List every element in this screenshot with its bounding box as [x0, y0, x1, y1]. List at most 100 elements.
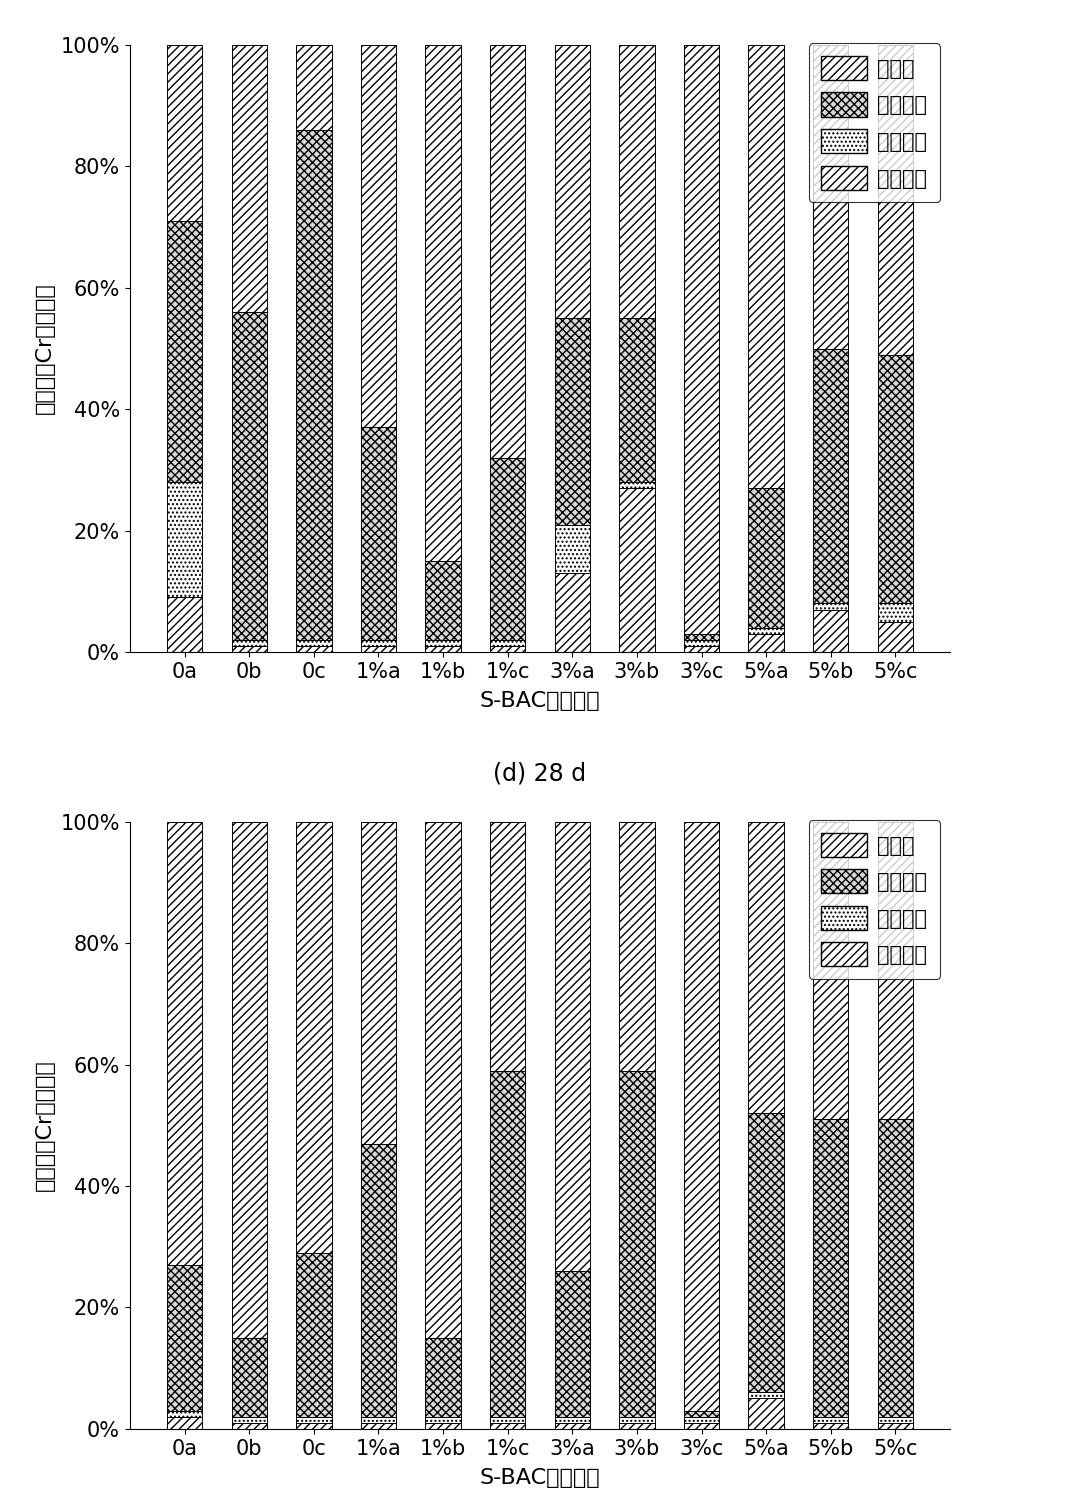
X-axis label: S-BAC添加比例: S-BAC添加比例: [480, 1468, 600, 1487]
Bar: [619, 1417, 654, 1423]
Bar: [619, 1071, 654, 1417]
Bar: [167, 821, 202, 1265]
Bar: [167, 1265, 202, 1411]
Bar: [361, 645, 396, 653]
Bar: [878, 355, 913, 603]
Bar: [426, 45, 461, 561]
Bar: [361, 45, 396, 427]
Bar: [684, 645, 719, 653]
Bar: [490, 1071, 526, 1417]
Bar: [296, 129, 332, 639]
Bar: [619, 319, 654, 483]
Y-axis label: 不同形态Cr所占比例: 不同形态Cr所占比例: [35, 1059, 55, 1191]
Bar: [748, 633, 784, 653]
Bar: [490, 821, 526, 1071]
Bar: [684, 1423, 719, 1429]
Bar: [167, 1411, 202, 1417]
Bar: [231, 1423, 267, 1429]
Bar: [748, 489, 784, 627]
Bar: [426, 1423, 461, 1429]
Bar: [878, 1417, 913, 1423]
Bar: [426, 1337, 461, 1417]
Bar: [361, 821, 396, 1143]
Bar: [813, 349, 849, 603]
Bar: [684, 45, 719, 633]
Bar: [361, 1417, 396, 1423]
Bar: [490, 45, 526, 457]
Bar: [426, 639, 461, 645]
Bar: [361, 1423, 396, 1429]
Bar: [554, 45, 590, 319]
Bar: [490, 1417, 526, 1423]
Bar: [878, 45, 913, 355]
Bar: [619, 483, 654, 489]
Bar: [490, 457, 526, 639]
Bar: [231, 639, 267, 645]
Bar: [684, 1411, 719, 1417]
Bar: [361, 427, 396, 639]
Bar: [490, 645, 526, 653]
Y-axis label: 不同形态Cr所占比例: 不同形态Cr所占比例: [35, 283, 55, 415]
Bar: [554, 319, 590, 525]
Bar: [167, 483, 202, 597]
Bar: [684, 821, 719, 1411]
Bar: [426, 561, 461, 639]
Bar: [813, 45, 849, 349]
X-axis label: S-BAC添加比例: S-BAC添加比例: [480, 690, 600, 711]
Bar: [748, 1113, 784, 1393]
Bar: [167, 221, 202, 483]
Bar: [167, 45, 202, 221]
Bar: [490, 639, 526, 645]
Bar: [361, 639, 396, 645]
Bar: [296, 639, 332, 645]
Bar: [296, 1423, 332, 1429]
Legend: 残渣态, 可氧化态, 可还原态, 酸提取态: 残渣态, 可氧化态, 可还原态, 酸提取态: [809, 820, 940, 979]
Bar: [167, 1417, 202, 1429]
Bar: [813, 1417, 849, 1423]
Bar: [878, 603, 913, 621]
Bar: [619, 821, 654, 1071]
Bar: [554, 525, 590, 573]
Bar: [748, 45, 784, 489]
Bar: [619, 489, 654, 653]
Bar: [554, 573, 590, 653]
Bar: [813, 1119, 849, 1417]
Bar: [878, 1423, 913, 1429]
Bar: [231, 645, 267, 653]
Bar: [878, 821, 913, 1119]
Bar: [684, 633, 719, 639]
Bar: [813, 1423, 849, 1429]
Bar: [231, 45, 267, 313]
Bar: [554, 1423, 590, 1429]
Bar: [813, 609, 849, 653]
Bar: [748, 627, 784, 633]
Bar: [878, 1119, 913, 1417]
Bar: [554, 1271, 590, 1417]
Bar: [490, 1423, 526, 1429]
Legend: 残渣态, 可氧化态, 可还原态, 酸提取态: 残渣态, 可氧化态, 可还原态, 酸提取态: [809, 44, 940, 202]
Bar: [426, 645, 461, 653]
Bar: [878, 621, 913, 653]
Bar: [231, 1337, 267, 1417]
Bar: [296, 645, 332, 653]
Bar: [426, 1417, 461, 1423]
Bar: [231, 313, 267, 639]
Bar: [554, 1417, 590, 1423]
Bar: [619, 1423, 654, 1429]
Bar: [167, 597, 202, 653]
Bar: [361, 1143, 396, 1417]
Bar: [426, 821, 461, 1337]
Bar: [684, 1417, 719, 1423]
Bar: [296, 1253, 332, 1417]
Bar: [813, 821, 849, 1119]
Bar: [619, 45, 654, 319]
Bar: [748, 1399, 784, 1429]
Bar: [748, 1393, 784, 1399]
Bar: [748, 821, 784, 1113]
Text: (d) 28 d: (d) 28 d: [494, 761, 586, 785]
Bar: [231, 821, 267, 1337]
Bar: [296, 45, 332, 129]
Bar: [684, 639, 719, 645]
Bar: [296, 1417, 332, 1423]
Bar: [296, 821, 332, 1253]
